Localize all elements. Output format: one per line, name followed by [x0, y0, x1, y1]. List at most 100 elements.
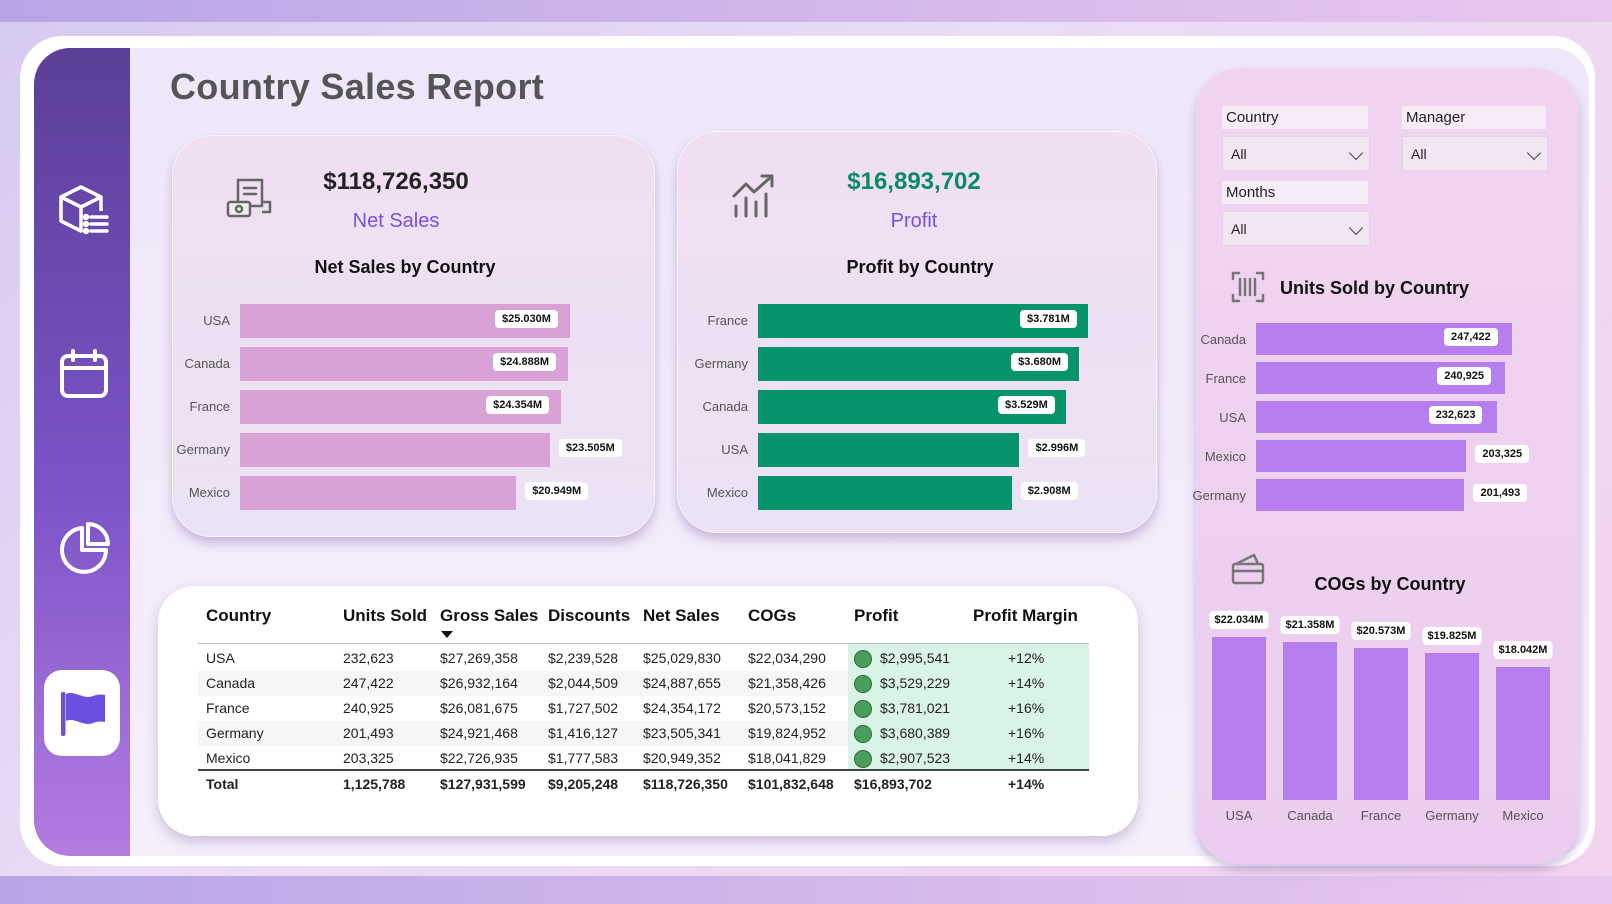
total-label: Total [206, 776, 239, 792]
category-label: USA [1225, 808, 1253, 823]
total-cell: 1,125,788 [343, 776, 406, 792]
total-cell: $127,931,599 [440, 776, 526, 792]
bar [240, 476, 517, 510]
category-label: Germany [176, 442, 230, 457]
bar-row: USA 232,623 [1176, 401, 1602, 435]
bar [1256, 479, 1465, 511]
bar-row: Mexico $2.908M [672, 476, 1178, 510]
category-label: Mexico [1204, 449, 1246, 464]
column-header[interactable]: Units Sold [343, 606, 428, 625]
table-cell: 247,422 [343, 675, 394, 691]
bar [758, 433, 1020, 467]
data-label: $3.680M [1011, 353, 1068, 371]
page-title: Country Sales Report [170, 66, 545, 107]
growth-chart-icon [730, 172, 778, 223]
data-label: $19.825M [1422, 627, 1482, 646]
table-cell: $27,269,358 [440, 650, 518, 666]
product-list-icon[interactable] [56, 182, 112, 238]
profit-label: Profit [890, 210, 938, 232]
profit-chart-title: Profit by Country [846, 257, 994, 277]
column-header[interactable]: Profit [854, 606, 899, 625]
data-label: $20.573M [1351, 621, 1411, 640]
manager-filter-dropdown[interactable]: All [1402, 136, 1548, 171]
column-header[interactable]: Country [206, 606, 272, 625]
table-cell: $21,358,426 [748, 675, 826, 691]
country-filter-dropdown[interactable]: All [1222, 136, 1370, 171]
column-header[interactable]: Gross Sales [440, 606, 539, 625]
column-header[interactable]: Net Sales [643, 606, 720, 625]
net-sales-value: $118,726,350 [323, 168, 469, 195]
bar [1283, 642, 1337, 800]
table-cell: $25,029,830 [643, 650, 721, 666]
manager-filter-label: Manager [1402, 106, 1546, 129]
column-header[interactable]: Profit Margin [973, 606, 1078, 625]
column-header[interactable]: Discounts [548, 606, 631, 625]
category-label: Canada [1287, 808, 1333, 823]
data-label: $3.529M [998, 396, 1055, 414]
bar-row: USA $2.996M [672, 433, 1178, 467]
table-cell: +16% [1008, 725, 1045, 741]
table-cell: $19,824,952 [748, 725, 826, 741]
chevron-down-icon [1526, 145, 1542, 161]
table-row-stripe [198, 671, 848, 696]
column-header[interactable]: COGs [748, 606, 797, 625]
row-country: USA [206, 650, 235, 666]
calendar-icon[interactable] [56, 346, 112, 402]
data-label: 203,325 [1475, 445, 1530, 463]
bar-row: France $3.781M [672, 304, 1178, 338]
data-label: $24.888M [493, 353, 557, 371]
table-cell: $22,726,935 [440, 750, 518, 766]
table-cell: $3,529,229 [880, 675, 951, 691]
category-label: USA [203, 313, 230, 328]
data-label: $18.042M [1493, 640, 1553, 659]
bar-row: Germany $3.680M [672, 347, 1178, 381]
chevron-down-icon [1348, 220, 1364, 236]
data-label: 201,493 [1473, 484, 1528, 502]
table-cell: +14% [1008, 675, 1045, 691]
status-indicator-icon [854, 700, 872, 718]
months-filter-dropdown[interactable]: All [1222, 211, 1370, 246]
sort-descending-icon[interactable] [441, 631, 453, 638]
table-cell: $22,034,290 [748, 650, 826, 666]
data-label: $22.034M [1209, 611, 1269, 629]
data-label: $2.908M [1020, 482, 1078, 500]
category-label: Germany [1425, 808, 1479, 823]
profit-column-highlight [848, 644, 1089, 769]
bar [1425, 653, 1479, 800]
bar-row: Germany 201,493 [1176, 479, 1602, 513]
category-label: Mexico [1502, 808, 1544, 823]
data-label: 240,925 [1437, 367, 1492, 385]
months-filter-value: All [1231, 221, 1247, 237]
category-label: Canada [702, 399, 748, 414]
table-cell: $26,932,164 [440, 675, 518, 691]
table-cell: $2,907,523 [880, 750, 951, 766]
table-cell: $1,777,583 [548, 750, 619, 766]
manager-filter-value: All [1411, 146, 1427, 162]
category-label: France [707, 313, 748, 328]
bar-row: Mexico $20.949M [160, 476, 660, 510]
row-country: Canada [206, 675, 256, 691]
category-label: Canada [184, 356, 230, 371]
bar [1256, 440, 1467, 472]
table-cell: $2,239,528 [548, 650, 619, 666]
category-label: Canada [1200, 332, 1246, 347]
data-label: $25.030M [495, 310, 558, 328]
table-cell: $26,081,675 [440, 700, 518, 716]
bar [240, 433, 550, 467]
row-country: France [206, 700, 250, 716]
pie-chart-icon[interactable] [56, 520, 112, 576]
table-cell: 203,325 [343, 750, 394, 766]
table-cell: $24,887,655 [643, 675, 721, 691]
wallet-icon [1230, 552, 1266, 591]
category-label: France [1205, 371, 1246, 386]
total-cell: $118,726,350 [643, 776, 728, 792]
category-label: Mexico [188, 485, 230, 500]
bar-row: Germany $23.505M [160, 433, 660, 467]
months-filter-label: Months [1222, 181, 1368, 204]
table-row-stripe [198, 721, 848, 746]
category-label: USA [1219, 410, 1246, 425]
bar [1212, 637, 1266, 800]
table-cell: $18,041,829 [748, 750, 826, 766]
status-indicator-icon [854, 725, 872, 743]
flag-icon[interactable] [44, 670, 120, 756]
